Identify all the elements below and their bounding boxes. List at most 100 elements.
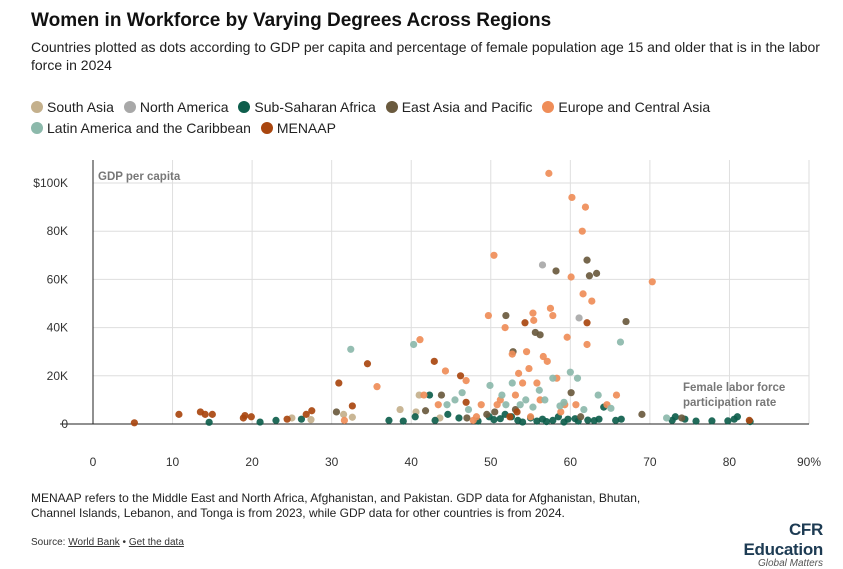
data-point [508, 379, 516, 387]
data-point [511, 391, 520, 399]
data-point [441, 367, 450, 375]
data-point [502, 311, 510, 320]
data-point [515, 369, 523, 377]
data-point [581, 203, 590, 211]
x-tick-label: 80 [723, 455, 737, 469]
data-point [455, 414, 463, 422]
x-tick-label: 40 [405, 455, 419, 469]
y-tick-label: 40K [47, 321, 68, 335]
data-point [579, 290, 587, 298]
data-point [490, 416, 498, 424]
data-point [638, 410, 646, 418]
data-point [458, 389, 466, 397]
data-point [575, 314, 583, 322]
data-point [583, 256, 591, 264]
data-point [622, 317, 630, 326]
data-point [241, 411, 249, 420]
legend-item-east-asia-pacific[interactable]: East Asia and Pacific [385, 97, 533, 118]
source-link-world-bank[interactable]: World Bank [68, 537, 120, 548]
data-point [308, 407, 316, 415]
data-point [519, 379, 527, 387]
legend-label: Sub-Saharan Africa [254, 99, 376, 115]
data-point [175, 410, 183, 418]
chart-subtitle: Countries plotted as dots according to G… [31, 39, 820, 73]
data-point [347, 345, 355, 353]
data-point [399, 417, 407, 425]
data-point [541, 396, 549, 404]
legend-item-sub-saharan-africa[interactable]: Sub-Saharan Africa [238, 97, 376, 118]
brand-logo: CFR Education Global Matters [707, 520, 824, 569]
data-point [385, 416, 393, 424]
data-point [437, 391, 446, 399]
data-point [568, 193, 576, 202]
x-tick-label: 10 [166, 455, 180, 469]
brand-tagline: Global Matters [757, 558, 823, 569]
data-point [566, 368, 574, 376]
data-point [533, 379, 541, 387]
data-point [612, 391, 621, 399]
data-point [580, 405, 588, 414]
data-point [201, 410, 209, 418]
data-point [496, 415, 504, 423]
data-point [463, 414, 471, 422]
data-point [567, 389, 575, 397]
source-link-get-data[interactable]: Get the data [128, 537, 184, 548]
data-point [363, 360, 372, 368]
data-point [588, 297, 596, 305]
legend-label: MENAAP [276, 120, 336, 136]
data-point [335, 379, 343, 387]
data-point [491, 408, 499, 416]
data-point [444, 410, 452, 418]
data-point [549, 311, 557, 320]
data-point [724, 417, 732, 425]
data-point [595, 415, 603, 423]
data-point [538, 261, 547, 269]
legend-item-north-america[interactable]: North America [123, 97, 229, 118]
x-tick-label: 70 [643, 455, 657, 469]
data-point [545, 169, 553, 177]
source-label: Source: [31, 537, 66, 548]
data-point [208, 410, 216, 418]
data-point [564, 415, 572, 423]
x-tick-label: 50 [484, 455, 498, 469]
legend-item-europe-central-asia[interactable]: Europe and Central Asia [542, 97, 710, 118]
data-point [648, 278, 656, 286]
legend-label: East Asia and Pacific [401, 99, 533, 115]
data-point [373, 383, 381, 391]
legend-item-south-asia[interactable]: South Asia [31, 97, 114, 118]
data-point [340, 416, 348, 424]
legend-label: Latin America and the Caribbean [47, 120, 251, 136]
data-point [256, 418, 264, 426]
data-point [411, 413, 419, 421]
data-point [585, 272, 594, 280]
data-point [567, 273, 575, 281]
data-point [477, 401, 485, 409]
data-point [462, 377, 470, 385]
data-point [539, 352, 547, 361]
data-point [484, 311, 492, 320]
legend-item-menaap[interactable]: MENAAP [260, 118, 336, 139]
data-point [332, 408, 341, 416]
data-point [617, 415, 625, 423]
data-point [421, 407, 430, 415]
data-point [543, 357, 551, 365]
x-tick-label: 30 [325, 455, 339, 469]
data-point [247, 413, 255, 421]
data-point [563, 333, 571, 341]
data-point [434, 401, 442, 409]
data-point [472, 413, 481, 421]
y-axis-title: GDP per capita [98, 171, 181, 183]
data-point [530, 316, 538, 324]
data-point [516, 401, 524, 409]
data-point [522, 396, 530, 404]
data-point [692, 417, 700, 425]
y-tick-label: 20K [47, 369, 68, 383]
y-tick-label: 60K [47, 272, 68, 286]
legend: South Asia North America Sub-Saharan Afr… [31, 97, 831, 139]
data-point [462, 398, 470, 406]
data-point [501, 324, 509, 332]
data-point [733, 413, 742, 421]
data-point [425, 391, 434, 399]
data-point [430, 357, 438, 365]
legend-item-latin-america[interactable]: Latin America and the Caribbean [31, 118, 251, 139]
